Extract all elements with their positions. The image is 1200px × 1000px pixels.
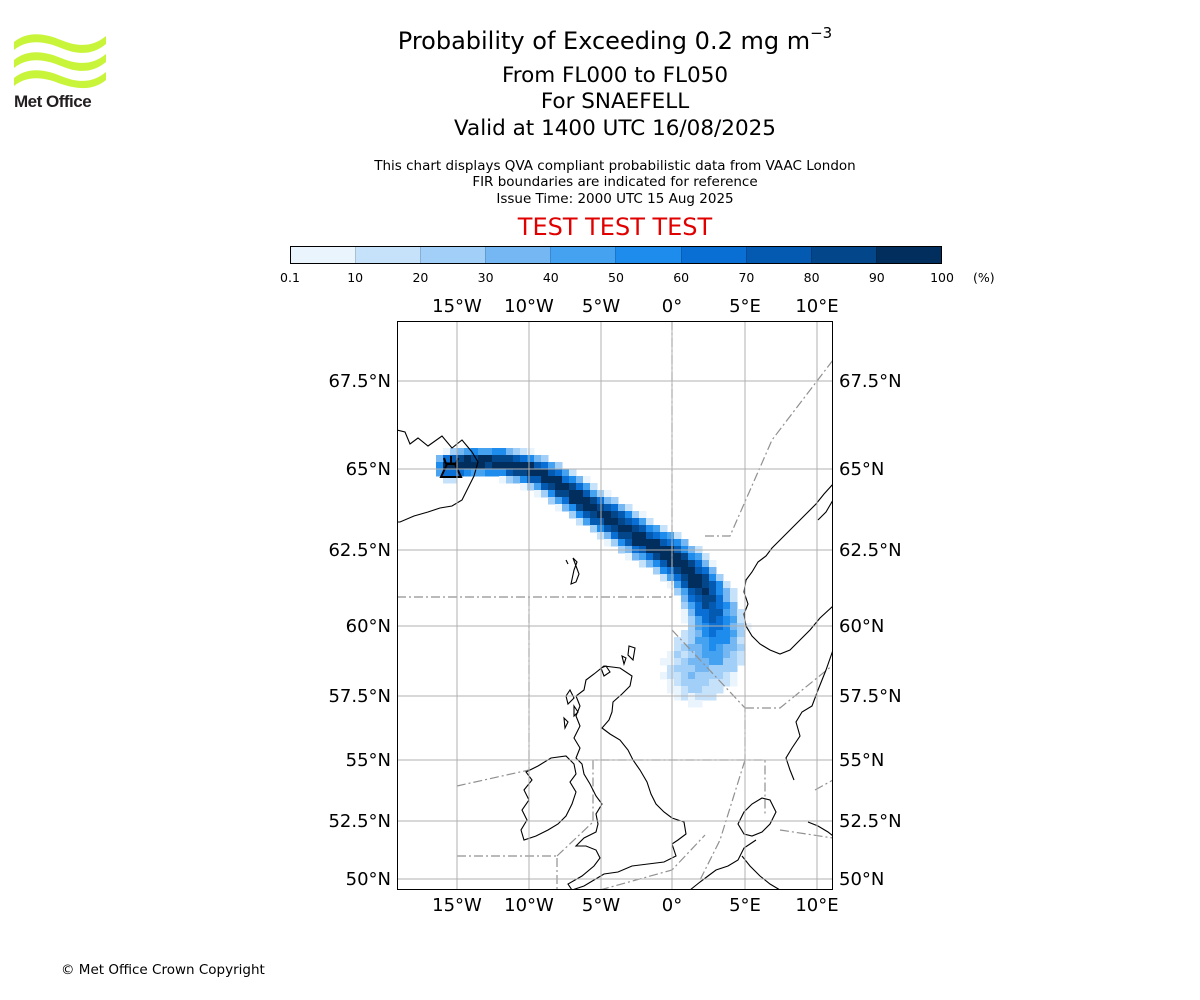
test-banner: TEST TEST TEST xyxy=(517,213,713,241)
flight-level-range: From FL000 to FL050 xyxy=(501,63,729,88)
lon-label-bottom: 10°W xyxy=(504,895,554,916)
note-issue-time: Issue Time: 2000 UTC 15 Aug 2025 xyxy=(496,191,734,207)
fir-boundaries xyxy=(397,321,833,890)
colorbar-band-4 xyxy=(550,247,616,263)
lon-label-bottom: 0° xyxy=(662,895,682,916)
colorbar-band-5 xyxy=(615,247,681,263)
lon-label-top: 10°E xyxy=(795,296,838,317)
lat-label-right: 65°N xyxy=(839,459,884,480)
colorbar-tick-label: 90 xyxy=(868,270,885,285)
lon-label-top: 0° xyxy=(662,296,682,317)
lat-label-right: 50°N xyxy=(839,869,884,890)
lon-label-bottom: 10°E xyxy=(795,895,838,916)
ash-probability-plume xyxy=(436,448,752,708)
colorbar-tick-label: 30 xyxy=(477,270,494,285)
volcano-name: For SNAEFELL xyxy=(540,89,690,114)
colorbar-band-6 xyxy=(680,247,746,263)
colorbar-band-1 xyxy=(355,247,421,263)
colorbar-tick-label: 20 xyxy=(412,270,429,285)
lat-label-left: 65°N xyxy=(346,459,391,480)
lat-label-left: 62.5°N xyxy=(328,540,391,561)
colorbar-band-3 xyxy=(485,247,551,263)
colorbar-unit: (%) xyxy=(973,270,995,285)
colorbar-band-0 xyxy=(291,247,356,263)
met-office-waves-icon xyxy=(14,34,106,89)
lat-label-left: 60°N xyxy=(346,616,391,637)
note-fir-boundaries: FIR boundaries are indicated for referen… xyxy=(472,174,758,190)
volcano-icon xyxy=(439,456,463,478)
colorbar xyxy=(290,246,942,264)
chart-title: Probability of Exceeding 0.2 mg m−3 xyxy=(397,24,833,55)
colorbar-band-2 xyxy=(420,247,486,263)
lat-label-right: 62.5°N xyxy=(839,540,902,561)
lat-label-left: 67.5°N xyxy=(328,371,391,392)
lon-label-bottom: 15°W xyxy=(432,895,482,916)
lon-label-top: 10°W xyxy=(504,296,554,317)
lat-label-right: 55°N xyxy=(839,750,884,771)
lat-label-left: 55°N xyxy=(346,750,391,771)
lat-label-right: 57.5°N xyxy=(839,686,902,707)
note-data-source: This chart displays QVA compliant probab… xyxy=(374,158,856,174)
colorbar-band-8 xyxy=(810,247,876,263)
lon-label-bottom: 5°E xyxy=(729,895,761,916)
colorbar-tick-label: 70 xyxy=(738,270,755,285)
lat-label-right: 67.5°N xyxy=(839,371,902,392)
met-office-logo: Met Office xyxy=(14,30,109,112)
colorbar-tick-label: 0.1 xyxy=(280,270,300,285)
colorbar-tick-label: 40 xyxy=(542,270,559,285)
lat-label-left: 52.5°N xyxy=(328,811,391,832)
colorbar-tick-label: 100 xyxy=(930,270,954,285)
met-office-logo-text: Met Office xyxy=(14,92,92,111)
lat-label-left: 50°N xyxy=(346,869,391,890)
colorbar-tick-label: 10 xyxy=(347,270,364,285)
colorbar-band-7 xyxy=(745,247,811,263)
lon-label-bottom: 5°W xyxy=(582,895,620,916)
lat-label-right: 52.5°N xyxy=(839,811,902,832)
valid-time: Valid at 1400 UTC 16/08/2025 xyxy=(453,116,776,141)
lon-label-top: 5°W xyxy=(582,296,620,317)
lon-label-top: 15°W xyxy=(432,296,482,317)
colorbar-tick-label: 60 xyxy=(673,270,690,285)
map-frame xyxy=(397,321,833,890)
map-gridlines xyxy=(397,321,833,890)
lon-label-top: 5°E xyxy=(729,296,761,317)
copyright: © Met Office Crown Copyright xyxy=(61,962,265,978)
lat-label-left: 57.5°N xyxy=(328,686,391,707)
colorbar-tick-label: 50 xyxy=(608,270,624,285)
colorbar-tick-label: 80 xyxy=(803,270,820,285)
lat-label-right: 60°N xyxy=(839,616,884,637)
colorbar-band-9 xyxy=(875,247,941,263)
